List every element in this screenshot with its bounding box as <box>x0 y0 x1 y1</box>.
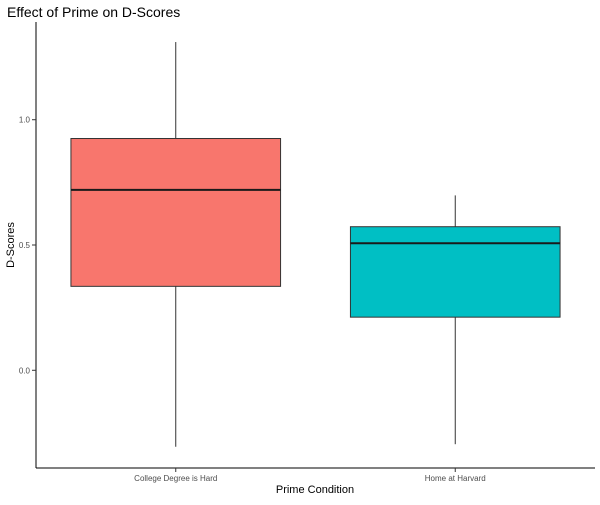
y-tick-label: 0.5 <box>19 241 31 250</box>
x-tick-label: Home at Harvard <box>425 474 486 483</box>
box-group <box>70 42 282 447</box>
x-axis-label: Prime Condition <box>276 484 354 496</box>
y-axis-label: D-Scores <box>5 222 17 268</box>
box-group <box>349 195 561 445</box>
y-tick-label: 0.0 <box>19 366 31 375</box>
box-iqr <box>70 138 282 287</box>
x-tick-label: College Degree is Hard <box>134 474 217 483</box>
y-tick-label: 1.0 <box>19 116 31 125</box>
chart-title: Effect of Prime on D-Scores <box>7 4 180 20</box>
box-iqr <box>349 226 561 318</box>
